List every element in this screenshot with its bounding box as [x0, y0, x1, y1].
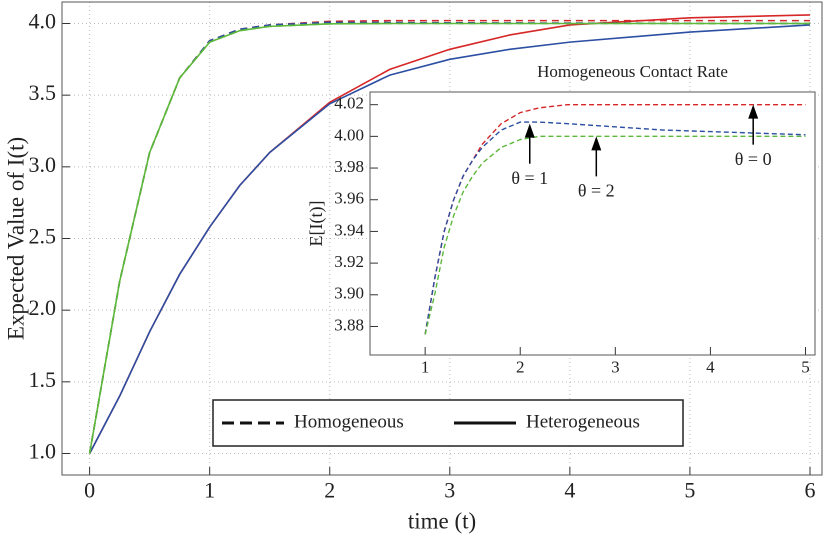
x-tick-label: 2 — [516, 358, 525, 377]
x-tick-label: 6 — [804, 478, 815, 503]
line — [88, 24, 811, 454]
y-tick-label: 3.0 — [29, 152, 57, 177]
plot-area — [370, 92, 815, 355]
x-tick-label: 5 — [684, 478, 695, 503]
line — [424, 135, 806, 335]
annotation-label: θ = 0 — [735, 149, 772, 169]
y-tick-label: 4.00 — [334, 125, 364, 144]
legend-box — [212, 399, 684, 447]
y-tick-label: 4.02 — [334, 94, 364, 113]
y-tick-label: 3.92 — [334, 252, 364, 271]
y-tick-label: 3.5 — [29, 80, 57, 105]
inset-title: Homogeneous Contact Rate — [537, 62, 728, 81]
x-tick-label: 2 — [324, 478, 335, 503]
annotation-label: θ = 2 — [578, 180, 615, 200]
legend: Homogeneous Heterogeneous — [212, 399, 684, 447]
y-tick-label: 3.96 — [334, 189, 364, 208]
x-tick-label: 5 — [801, 358, 810, 377]
y-tick-label: 1.5 — [29, 367, 57, 392]
y-axis-label: Expected Value of I(t) — [3, 137, 28, 340]
y-axis-label: E[I(t)] — [306, 201, 327, 247]
legend-label: Heterogeneous — [526, 411, 640, 432]
arrow-head — [748, 104, 759, 119]
y-tick-label: 3.94 — [334, 220, 364, 239]
legend-label: Homogeneous — [294, 411, 404, 432]
x-tick-label: 1 — [204, 478, 215, 503]
line — [424, 121, 806, 335]
x-tick-label: 4 — [564, 478, 575, 503]
x-tick-label: 3 — [444, 478, 455, 503]
y-tick-label: 2.5 — [29, 224, 57, 249]
arrow-head — [524, 123, 535, 138]
plot-frame — [369, 91, 816, 356]
x-axis-label: time (t) — [408, 508, 476, 533]
arrow-head — [591, 136, 602, 151]
annotation-label: θ = 1 — [511, 168, 548, 188]
y-tick-label: 3.88 — [334, 315, 364, 334]
y-tick-label: 2.0 — [29, 295, 57, 320]
x-tick-label: 0 — [84, 478, 95, 503]
y-tick-label: 3.90 — [334, 284, 364, 303]
x-tick-label: 4 — [706, 358, 715, 377]
plot-frame — [61, 1, 823, 476]
line — [88, 22, 810, 454]
y-tick-label: 3.98 — [334, 157, 364, 176]
x-tick-label: 1 — [421, 358, 430, 377]
y-tick-label: 1.0 — [29, 439, 57, 464]
y-tick-label: 4.0 — [29, 9, 57, 34]
x-tick-label: 3 — [611, 358, 620, 377]
